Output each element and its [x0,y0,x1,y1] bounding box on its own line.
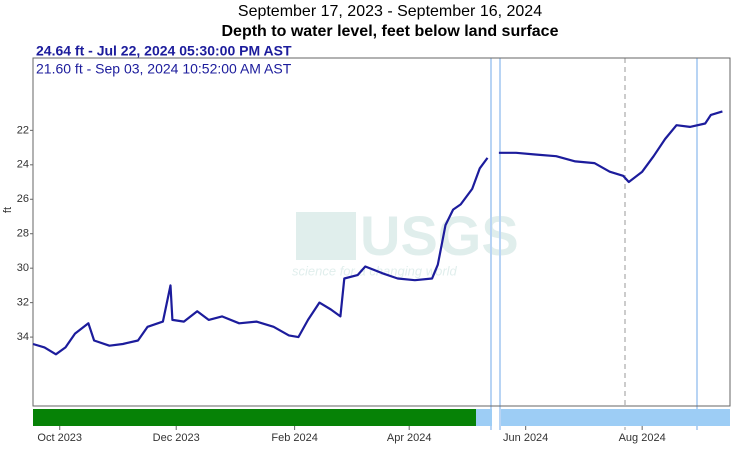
series-line [32,110,723,356]
y-tick-label: 22 [17,124,29,136]
x-tick-label: Dec 2023 [153,432,200,444]
y-tick-label: 24 [17,159,29,171]
watermark: USGS science for a changing world [292,204,519,279]
tooltip-primary: 24.64 ft - Jul 22, 2024 05:30:00 PM AST [36,43,292,59]
y-tick-label: 32 [17,297,29,309]
x-tick-label: Apr 2024 [387,432,432,444]
y-tick-label: 34 [17,331,29,343]
approved-bar [33,409,476,426]
x-tick-label: Feb 2024 [271,432,317,444]
x-tick-label: Oct 2023 [37,432,82,444]
chart-title: September 17, 2023 - September 16, 2024 [238,3,542,20]
logo-mark [296,212,356,260]
y-tick-label: 26 [17,193,29,205]
y-axis-label: ft [2,207,14,213]
plot-frame [32,57,731,407]
x-tick-label: Jun 2024 [503,432,548,444]
y-tick-label: 28 [17,228,29,240]
provisional-bar [476,409,492,426]
x-tick-label: Aug 2024 [619,432,666,444]
provisional-bar [501,409,730,426]
chart-subtitle: Depth to water level, feet below land su… [222,23,559,40]
y-tick-label: 30 [17,262,29,274]
tooltip-secondary: 21.60 ft - Sep 03, 2024 10:52:00 AM AST [36,61,292,77]
